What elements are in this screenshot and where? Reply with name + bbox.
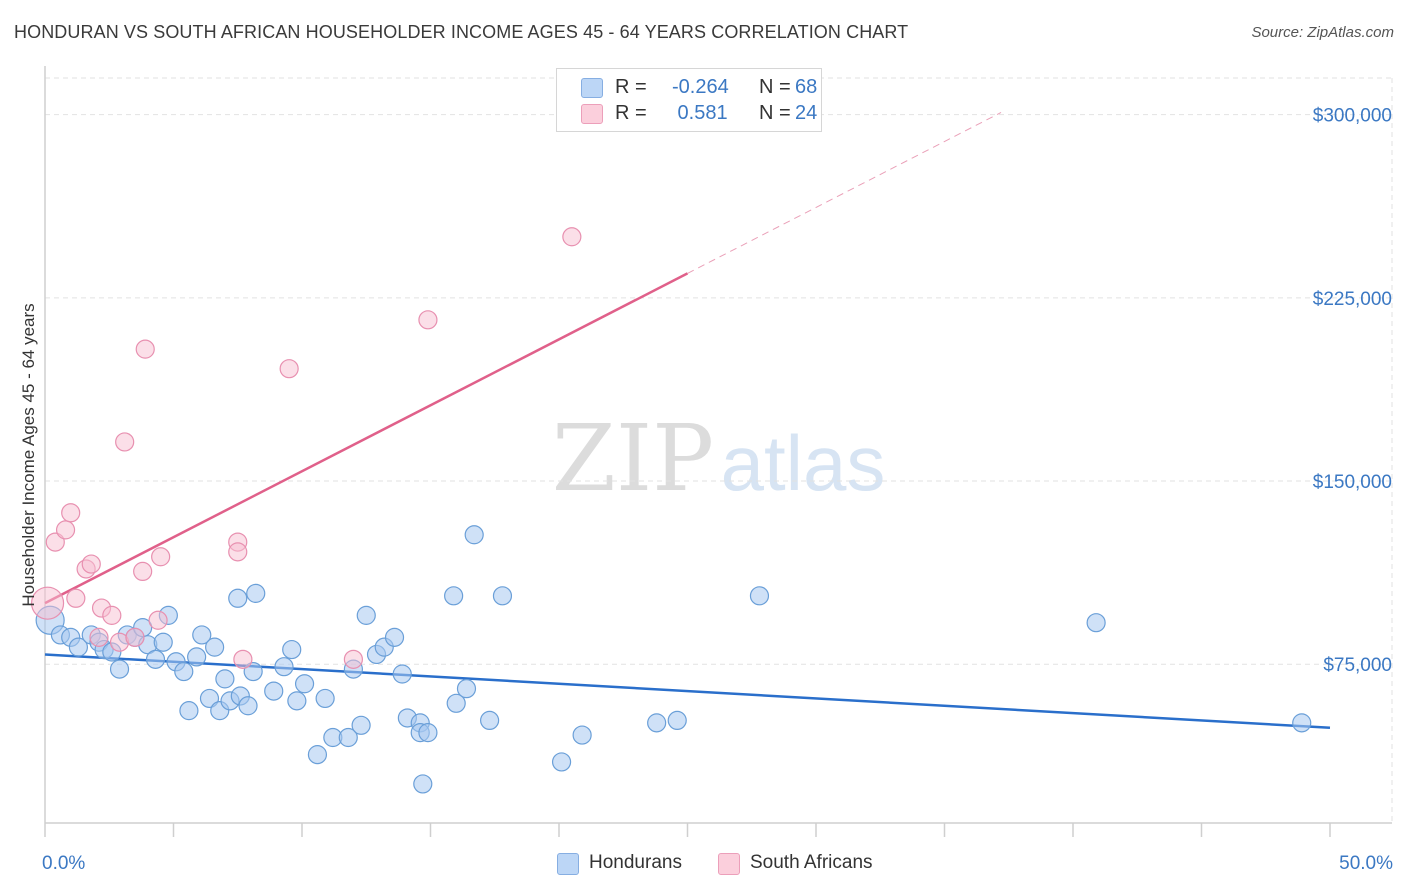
honduran-point: [749, 586, 770, 606]
honduran-point: [282, 639, 302, 660]
honduran-point: [384, 627, 405, 647]
y-tick-label: $150,000: [1313, 472, 1392, 493]
honduran-point: [667, 710, 687, 731]
bottom-legend-swatch-pink: [718, 853, 740, 875]
honduran-point: [179, 701, 199, 721]
south-african-point: [61, 503, 81, 523]
honduran-point: [356, 605, 376, 625]
honduran-point: [464, 525, 484, 545]
source-label: Source: ZipAtlas.com: [1251, 24, 1394, 41]
honduran-point: [444, 586, 464, 606]
honduran-point: [647, 713, 667, 733]
south-african-point: [135, 339, 155, 359]
honduran-point: [315, 688, 335, 709]
honduran-point: [153, 632, 173, 652]
south-africans-trend-line: [44, 272, 689, 605]
honduran-point: [192, 625, 212, 645]
legend-swatch-blue: [581, 78, 603, 98]
honduran-point: [274, 657, 294, 677]
watermark-zip: ZIP: [552, 405, 714, 512]
honduran-point: [205, 637, 225, 657]
honduran-point: [413, 774, 433, 794]
x-tick-label-min: 0.0%: [42, 853, 85, 874]
legend-r-label: R =: [615, 76, 647, 98]
legend-r-value: 0.581: [672, 102, 728, 124]
x-tick-label-max: 50.0%: [1339, 853, 1393, 874]
south-african-point: [66, 588, 86, 608]
y-tick-label: $225,000: [1313, 289, 1392, 310]
axes: [44, 66, 1392, 837]
bottom-legend-label-hondurans: Hondurans: [589, 852, 682, 873]
y-tick-label: $75,000: [1323, 655, 1392, 676]
legend-n-value: 24: [795, 102, 818, 124]
south-african-point: [55, 520, 76, 540]
honduran-point: [238, 696, 258, 716]
watermark-atlas: atlas: [721, 419, 886, 507]
honduran-point: [199, 688, 220, 709]
honduran-point: [264, 681, 284, 701]
bottom-legend-swatch-blue: [557, 853, 579, 875]
honduran-point: [1086, 613, 1106, 633]
honduran-point: [572, 725, 592, 745]
south-african-point: [562, 227, 582, 247]
honduran-point: [243, 661, 263, 682]
honduran-point: [338, 727, 358, 748]
south-african-point: [418, 310, 438, 330]
bottom-legend-label-south-africans: South Africans: [750, 852, 873, 873]
south-african-point: [233, 649, 253, 669]
south-african-point: [343, 649, 363, 669]
south-african-point: [102, 605, 122, 625]
honduran-point: [418, 723, 438, 743]
legend-swatch-pink: [581, 104, 603, 124]
honduran-point: [246, 583, 266, 603]
honduran-point: [456, 679, 477, 699]
legend-n-label: N =: [759, 76, 791, 98]
data-points: [30, 227, 1312, 794]
south-african-point: [279, 359, 299, 379]
honduran-point: [351, 715, 371, 735]
tick-labels: $75,000 $150,000 $225,000 $300,000 0.0% 50.0%: [42, 106, 1393, 874]
south-africans-trend-extrapolation: [687, 112, 1002, 274]
south-african-point: [81, 554, 101, 574]
south-african-point: [133, 561, 153, 582]
honduran-point: [145, 649, 166, 669]
honduran-point: [109, 659, 130, 679]
legend-r-value: -0.264: [672, 76, 729, 98]
legend-n-label: N =: [759, 102, 791, 124]
south-african-point: [115, 432, 135, 452]
honduran-point: [287, 691, 307, 711]
south-african-point: [228, 542, 248, 562]
honduran-point: [480, 710, 500, 731]
honduran-point: [551, 752, 572, 772]
honduran-point: [492, 586, 513, 606]
honduran-point: [307, 745, 328, 765]
south-african-point: [125, 627, 145, 647]
honduran-point: [215, 669, 235, 689]
honduran-point: [446, 693, 466, 713]
south-african-point: [151, 547, 171, 567]
y-tick-label: $300,000: [1313, 106, 1392, 127]
south-african-point: [45, 532, 65, 552]
honduran-point: [294, 674, 315, 694]
honduran-point: [1292, 713, 1312, 733]
legend-n-value: 68: [795, 76, 818, 98]
y-axis-label: Householder Income Ages 45 - 64 years: [19, 303, 38, 606]
honduran-point: [228, 588, 248, 608]
south-african-point: [30, 586, 65, 620]
honduran-point: [187, 647, 207, 667]
honduran-point: [392, 664, 412, 684]
honduran-point: [68, 637, 89, 657]
south-african-point: [148, 610, 168, 630]
south-african-point: [89, 627, 109, 647]
gridlines: [45, 77, 1393, 823]
correlation-legend: R = -0.264 N = 68 R = 0.581 N = 24: [556, 68, 822, 132]
chart-title: HONDURAN VS SOUTH AFRICAN HOUSEHOLDER IN…: [14, 22, 909, 42]
legend-r-label: R =: [615, 102, 647, 124]
honduran-point: [174, 661, 194, 682]
